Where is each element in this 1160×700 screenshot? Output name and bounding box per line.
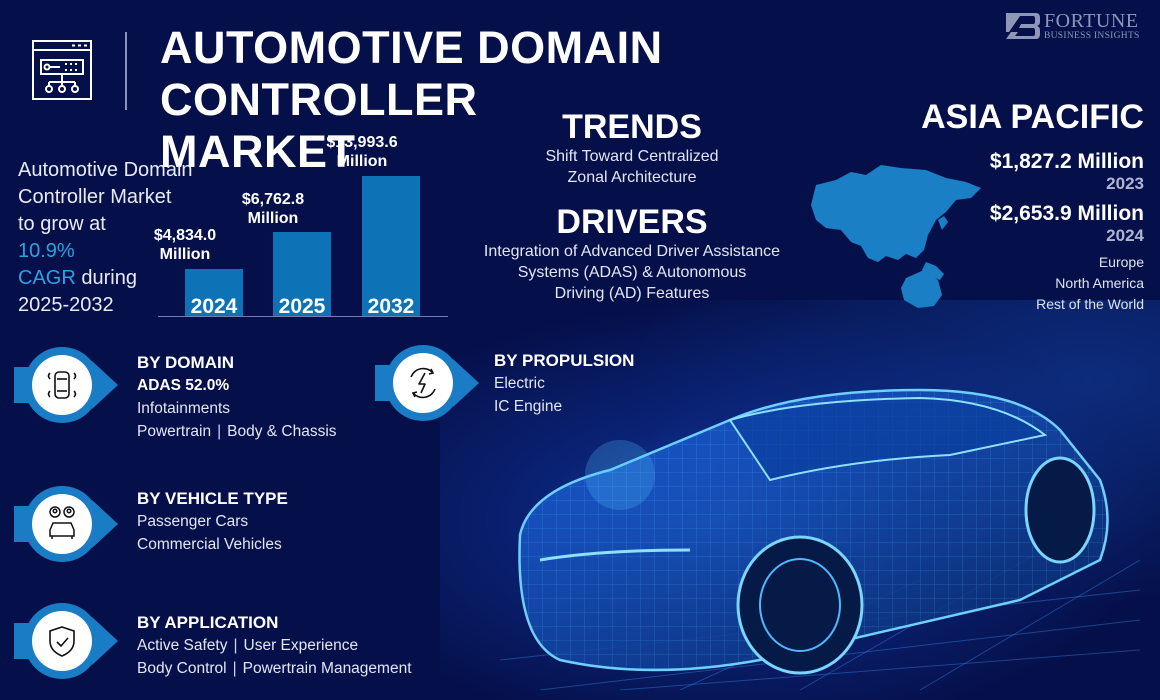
growth-statement: Automotive Domain Controller Market to g… bbox=[18, 157, 218, 319]
bar-2025: 2025 bbox=[273, 232, 331, 318]
logo-text-fortune: FORTUNE bbox=[1044, 10, 1139, 32]
segment-propulsion-title: BY PROPULSION bbox=[494, 351, 635, 370]
segment-vehicle-type-text: BY VEHICLE TYPE Passenger Cars Commercia… bbox=[137, 488, 288, 556]
drivers-line-2: Systems (ADAS) & Autonomous bbox=[517, 264, 747, 281]
autonomous-car-sensors-icon bbox=[47, 371, 77, 399]
segment-badge-vehicle-type bbox=[14, 486, 118, 562]
trends-section: TRENDS Shift Toward Centralized Zonal Ar… bbox=[462, 108, 802, 188]
segment-app-user-experience: User Experience bbox=[243, 637, 359, 654]
segment-domain bbox=[14, 345, 124, 430]
segment-domain-infotainments: Infotainments bbox=[137, 400, 231, 417]
region-other-europe: Europe bbox=[1098, 254, 1144, 270]
chart-baseline bbox=[158, 316, 448, 317]
segment-badge-application bbox=[14, 603, 118, 679]
drivers-line-3: Driving (AD) Features bbox=[554, 285, 710, 302]
shield-check-icon bbox=[49, 626, 75, 657]
bar-2032: 2032 bbox=[362, 176, 420, 318]
segment-propulsion-text: BY PROPULSION Electric IC Engine bbox=[494, 350, 634, 418]
segment-application-title: BY APPLICATION bbox=[137, 613, 279, 632]
passenger-car-icon bbox=[49, 506, 75, 539]
electric-charge-cycle-icon bbox=[410, 367, 436, 399]
segment-propulsion-electric: Electric bbox=[494, 375, 545, 392]
title-line-1: AUTOMOTIVE DOMAIN CONTROLLER bbox=[160, 22, 663, 125]
wireframe-car-illustration bbox=[500, 388, 1140, 690]
header-divider bbox=[125, 32, 127, 110]
page-title: AUTOMOTIVE DOMAIN CONTROLLER MARKET bbox=[160, 22, 980, 178]
segment-vehicle-type-title: BY VEHICLE TYPE bbox=[137, 489, 288, 508]
bar-year-2024: 2024 bbox=[190, 295, 238, 318]
segment-badge-propulsion bbox=[375, 345, 479, 421]
region-other-north-america: North America bbox=[1055, 275, 1144, 291]
segment-app-body-control: Body Control bbox=[137, 660, 227, 677]
title-line-2: MARKET bbox=[160, 126, 356, 177]
region-stats: $1,827.2 Million 2023 $2,653.9 Million 2… bbox=[990, 150, 1144, 315]
trends-line-1: Shift Toward Centralized bbox=[545, 148, 719, 165]
segment-domain-title: BY DOMAIN bbox=[137, 353, 234, 372]
fortune-logo: FORTUNE BUSINESS INSIGHTS bbox=[1006, 10, 1146, 42]
fortune-logo-icon bbox=[1006, 13, 1040, 39]
drivers-line-1: Integration of Advanced Driver Assistanc… bbox=[483, 243, 781, 260]
growth-line-2: Controller Market bbox=[18, 186, 172, 208]
segment-application bbox=[14, 601, 124, 686]
cagr-label: CAGR bbox=[18, 267, 76, 289]
region-value-2024: $2,653.9 Million bbox=[989, 202, 1144, 225]
growth-line-3: to grow at bbox=[18, 213, 106, 235]
segment-domain-text: BY DOMAIN ADAS 52.0% Infotainments Power… bbox=[137, 353, 337, 440]
region-year-2023: 2023 bbox=[1106, 174, 1144, 193]
market-size-bar-chart: $4,834.0 Million 2024 $6,762.8 Million 202… bbox=[150, 120, 450, 320]
segment-domain-body-chassis: Body & Chassis bbox=[227, 423, 337, 440]
domain-controller-icon bbox=[32, 40, 92, 100]
asia-pacific-map-icon bbox=[811, 165, 981, 308]
segment-app-active-safety: Active Safety bbox=[137, 637, 228, 654]
segment-vehicle-passenger-cars: Passenger Cars bbox=[137, 513, 249, 530]
growth-line-1: Automotive Domain bbox=[18, 159, 193, 181]
bar-value-label-2032: $13,993.6 Million bbox=[326, 134, 398, 170]
region-year-2024: 2024 bbox=[1106, 226, 1144, 245]
segment-vehicle-commercial: Commercial Vehicles bbox=[137, 536, 282, 553]
forecast-period: 2025-2032 bbox=[18, 294, 114, 316]
bar-year-2025: 2025 bbox=[278, 295, 326, 318]
bar-year-2032: 2032 bbox=[367, 295, 415, 318]
bar-value-label-2025: $6,762.8 Million bbox=[241, 191, 305, 227]
region-title: ASIA PACIFIC bbox=[921, 98, 1144, 136]
segment-propulsion bbox=[375, 343, 485, 428]
segment-application-text: BY APPLICATION Active Safety | User Experi… bbox=[137, 613, 412, 677]
growth-during: during bbox=[75, 267, 137, 289]
trends-heading: TRENDS bbox=[562, 108, 702, 146]
logo-text-bi: BUSINESS INSIGHTS bbox=[1044, 31, 1140, 41]
bar-2024: 2024 bbox=[185, 269, 243, 318]
drivers-heading: DRIVERS bbox=[556, 203, 708, 241]
bar-value-label-2024: $4,834.0 Million bbox=[153, 227, 217, 263]
region-value-2023: $1,827.2 Million bbox=[989, 150, 1144, 173]
segment-propulsion-ic-engine: IC Engine bbox=[494, 398, 563, 415]
drivers-section: DRIVERS Integration of Advanced Driver A… bbox=[462, 203, 802, 304]
segment-vehicle-type bbox=[14, 484, 124, 569]
cagr-value: 10.9% bbox=[18, 240, 75, 262]
segment-app-powertrain-management: Powertrain Management bbox=[242, 660, 412, 677]
trends-line-2: Zonal Architecture bbox=[567, 169, 697, 186]
segment-domain-highlight: ADAS 52.0% bbox=[137, 377, 230, 394]
segment-badge-domain bbox=[14, 347, 118, 423]
segment-domain-powertrain: Powertrain bbox=[137, 423, 212, 440]
region-other-rest-of-world: Rest of the World bbox=[1036, 296, 1144, 312]
